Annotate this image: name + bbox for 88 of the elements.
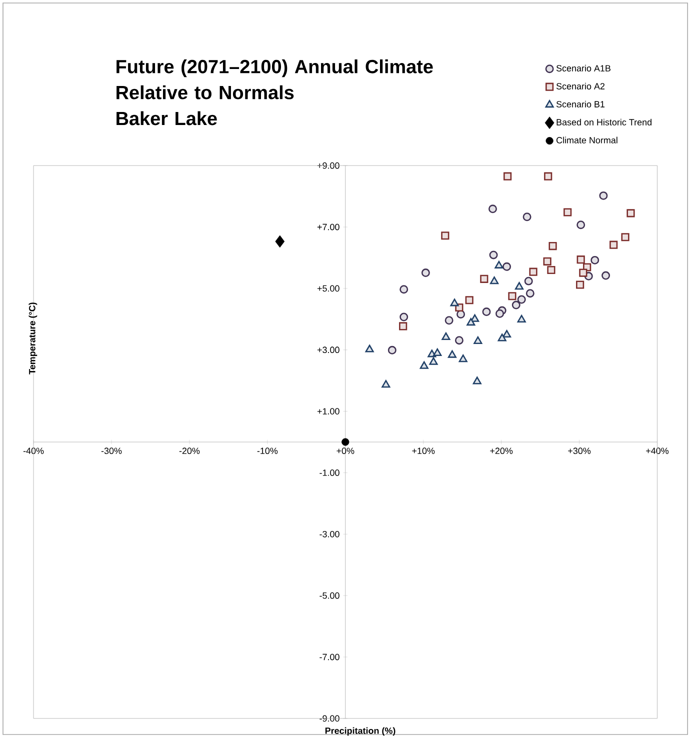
point xyxy=(456,310,466,318)
point xyxy=(482,308,491,316)
legend-label: Scenario B1 xyxy=(556,100,605,108)
point xyxy=(523,212,532,222)
x-tick-label: +40% xyxy=(646,448,669,454)
y-axis-title: Temperature (°C) xyxy=(28,302,38,374)
point xyxy=(602,271,610,280)
y-tick-label: -5.00 xyxy=(320,592,340,599)
chart-title: Future (2071–2100) Annual Climate Relative to Normals xyxy=(116,59,434,100)
x-tick-label: -10% xyxy=(258,448,278,454)
point xyxy=(544,172,552,180)
y-tick-label: -3.00 xyxy=(320,530,340,538)
legend-label: Scenario A2 xyxy=(556,82,605,90)
x-axis-title: Precipitation (%) xyxy=(326,727,396,736)
x-tick-label: +30% xyxy=(568,448,591,454)
point xyxy=(488,204,498,214)
y-tick-label: -9.00 xyxy=(320,715,340,722)
point xyxy=(508,292,516,300)
point xyxy=(504,172,512,180)
point xyxy=(466,296,474,304)
point xyxy=(441,232,450,240)
point xyxy=(474,336,482,344)
point xyxy=(365,344,374,352)
point xyxy=(400,312,408,322)
chart-subtitle: Baker Lake xyxy=(116,111,218,126)
point xyxy=(450,298,460,306)
point xyxy=(442,332,450,340)
point xyxy=(455,336,464,345)
y-tick-label: -7.00 xyxy=(320,654,340,660)
y-tick-label: +3.00 xyxy=(318,346,340,354)
point xyxy=(524,276,534,286)
point xyxy=(448,350,457,358)
y-tick-label: +1.00 xyxy=(318,408,340,414)
point xyxy=(429,357,438,365)
legend-label: Based on Historic Trend xyxy=(556,118,652,126)
point xyxy=(547,266,556,274)
y-tick-label: -1.00 xyxy=(320,470,340,476)
point xyxy=(466,318,476,326)
x-tick-label: +10% xyxy=(412,448,435,454)
point xyxy=(518,295,526,304)
point xyxy=(515,282,524,290)
point xyxy=(529,268,538,276)
point xyxy=(577,256,586,264)
point xyxy=(579,268,588,277)
point xyxy=(399,322,408,330)
y-tick-label: +7.00 xyxy=(318,224,340,230)
point xyxy=(433,348,442,356)
point xyxy=(576,220,586,230)
point xyxy=(610,240,618,249)
point xyxy=(576,280,584,289)
point xyxy=(502,262,512,271)
point xyxy=(548,242,558,250)
point xyxy=(420,361,429,369)
point xyxy=(494,260,504,268)
legend-label: Scenario A1B xyxy=(556,64,611,72)
point xyxy=(473,376,482,384)
point xyxy=(400,285,408,294)
point xyxy=(422,268,430,278)
point xyxy=(590,256,600,264)
legend-label: Climate Normal xyxy=(556,136,618,144)
point xyxy=(564,208,572,216)
point xyxy=(496,309,504,318)
point xyxy=(626,209,635,218)
point xyxy=(445,316,454,325)
point xyxy=(543,257,552,266)
point xyxy=(459,354,468,362)
x-tick-label: -30% xyxy=(102,448,122,454)
x-tick-label: +20% xyxy=(490,448,513,454)
point xyxy=(599,191,608,200)
point xyxy=(490,276,499,284)
y-tick-label: +5.00 xyxy=(318,285,340,292)
point xyxy=(621,233,630,242)
point xyxy=(382,380,390,388)
point xyxy=(388,346,397,354)
x-tick-label: -20% xyxy=(180,448,200,454)
point xyxy=(489,250,498,260)
y-tick-label: +9.00 xyxy=(318,162,340,169)
point xyxy=(275,235,285,248)
point xyxy=(480,274,488,283)
point xyxy=(502,330,512,338)
point xyxy=(518,314,526,323)
x-tick-label: +0% xyxy=(336,448,354,454)
point xyxy=(512,300,521,310)
x-tick-label: -40% xyxy=(24,448,44,454)
point xyxy=(342,438,350,446)
point xyxy=(526,289,535,298)
point xyxy=(498,334,507,342)
point xyxy=(470,314,480,322)
